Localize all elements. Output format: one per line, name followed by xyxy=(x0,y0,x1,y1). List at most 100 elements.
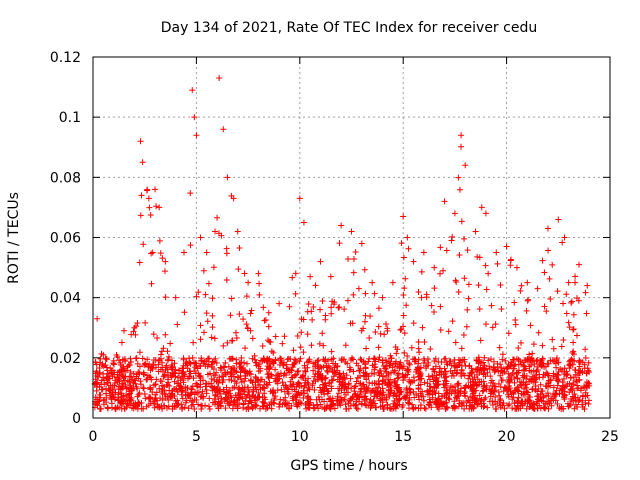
data-point xyxy=(477,398,484,405)
data-point xyxy=(190,401,197,408)
data-point xyxy=(442,373,449,380)
data-point xyxy=(321,405,328,412)
data-point xyxy=(324,369,331,376)
data-point xyxy=(501,368,508,375)
data-point xyxy=(319,298,326,305)
data-point xyxy=(346,366,353,373)
data-point xyxy=(313,396,320,403)
data-point xyxy=(385,391,392,398)
data-point xyxy=(570,326,577,333)
data-point xyxy=(356,367,363,374)
data-point xyxy=(520,391,527,398)
data-point xyxy=(305,384,312,391)
data-point xyxy=(317,363,324,370)
data-point xyxy=(403,302,410,309)
data-point xyxy=(259,342,266,349)
data-point xyxy=(329,377,336,384)
data-point xyxy=(229,364,236,371)
data-point xyxy=(504,363,511,370)
data-point xyxy=(174,374,181,381)
data-point xyxy=(535,385,542,392)
data-point xyxy=(260,355,267,362)
data-point xyxy=(215,230,222,237)
data-point xyxy=(219,379,226,386)
data-point xyxy=(380,405,387,412)
data-point xyxy=(460,331,467,338)
data-point xyxy=(213,360,220,367)
data-point xyxy=(309,316,316,323)
data-point xyxy=(242,345,249,352)
data-point xyxy=(553,364,560,371)
data-point xyxy=(316,368,323,375)
data-point xyxy=(115,375,122,382)
data-point xyxy=(338,357,345,364)
data-point xyxy=(202,362,209,369)
data-point xyxy=(529,386,536,393)
data-point xyxy=(457,370,464,377)
data-point xyxy=(117,398,124,405)
data-point xyxy=(93,361,100,368)
data-point xyxy=(218,365,225,372)
data-point xyxy=(160,345,167,352)
data-point xyxy=(511,400,518,407)
data-point xyxy=(452,339,459,346)
data-point xyxy=(165,374,172,381)
data-point xyxy=(244,404,251,411)
data-point xyxy=(255,377,262,384)
data-point xyxy=(491,366,498,373)
data-point xyxy=(489,387,496,394)
data-point-peak xyxy=(441,198,448,205)
data-point xyxy=(449,318,456,325)
data-point xyxy=(305,396,312,403)
data-point xyxy=(123,392,130,399)
data-point xyxy=(482,321,489,328)
data-point xyxy=(365,373,372,380)
data-point xyxy=(214,393,221,400)
data-point xyxy=(304,387,311,394)
data-point xyxy=(190,375,197,382)
data-point-peak xyxy=(172,294,179,301)
data-point xyxy=(405,245,412,252)
data-point xyxy=(266,401,273,408)
data-point xyxy=(171,369,178,376)
data-point xyxy=(272,366,279,373)
data-point-peak xyxy=(121,327,128,334)
data-point xyxy=(362,365,369,372)
data-point xyxy=(336,371,343,378)
data-point xyxy=(222,359,229,366)
data-point xyxy=(255,390,262,397)
data-point xyxy=(555,378,562,385)
data-point xyxy=(551,358,558,365)
data-point xyxy=(518,361,525,368)
data-point xyxy=(238,379,245,386)
data-point xyxy=(408,344,415,351)
data-point xyxy=(451,383,458,390)
data-point-peak xyxy=(478,204,485,211)
data-point xyxy=(538,363,545,370)
data-point xyxy=(534,363,541,370)
data-point xyxy=(392,344,399,351)
data-point xyxy=(455,289,462,296)
data-point xyxy=(391,367,398,374)
data-point xyxy=(519,372,526,379)
data-point xyxy=(384,325,391,332)
axes xyxy=(92,56,611,419)
data-point xyxy=(363,402,370,409)
data-point xyxy=(336,240,343,247)
data-point xyxy=(136,363,143,370)
data-point xyxy=(122,373,129,380)
data-point xyxy=(285,355,292,362)
data-point xyxy=(504,365,511,372)
data-point xyxy=(388,387,395,394)
data-point xyxy=(320,342,327,349)
data-point xyxy=(393,384,400,391)
data-point xyxy=(205,280,212,287)
data-point xyxy=(436,365,443,372)
data-point xyxy=(211,386,218,393)
data-point xyxy=(451,390,458,397)
data-point xyxy=(298,400,305,407)
data-point xyxy=(123,404,130,411)
data-point xyxy=(576,376,583,383)
data-point xyxy=(341,306,348,313)
data-point xyxy=(199,388,206,395)
